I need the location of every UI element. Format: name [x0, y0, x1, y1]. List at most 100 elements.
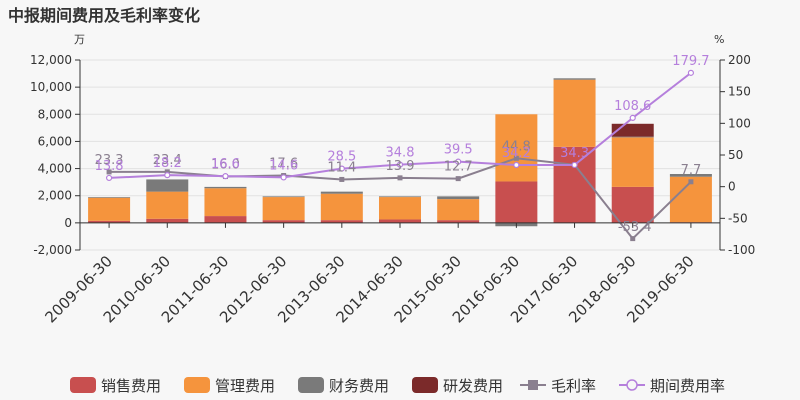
data-label-2: 18.2 — [153, 156, 182, 171]
series-point-2 — [105, 174, 113, 182]
data-label-2: 13.8 — [95, 159, 124, 174]
series-point-2 — [455, 158, 462, 165]
legend-marker-1 — [528, 380, 538, 390]
y-right-tick-label: 0 — [728, 180, 736, 194]
y-left-tick-label: 6,000 — [38, 134, 72, 148]
legend-label-3: 财务费用 — [329, 377, 389, 395]
series-point-2 — [687, 69, 695, 76]
legend-swatch-3 — [298, 377, 324, 393]
y-left-tick-label: 12,000 — [30, 53, 72, 67]
bar-1 — [88, 220, 131, 223]
data-label-2: 34.2 — [502, 146, 531, 161]
y-left-tick-label: 2,000 — [38, 189, 72, 203]
legend-marker-2 — [626, 379, 638, 391]
bar-3 — [146, 179, 189, 192]
legend-label-4: 研发费用 — [443, 377, 503, 395]
y-left-tick-label: 10,000 — [30, 80, 72, 94]
series-point-1 — [688, 179, 694, 185]
data-label-1: 7.7 — [681, 163, 702, 178]
data-label-2: 179.7 — [672, 54, 709, 69]
bar-2 — [611, 137, 654, 187]
legend-swatch-2 — [184, 377, 210, 393]
bar-1 — [379, 219, 421, 223]
bar-3 — [669, 174, 712, 177]
bar-1 — [204, 216, 247, 223]
series-point-2 — [513, 161, 520, 169]
data-label-1: 23.3 — [95, 153, 124, 168]
y-left-unit: 万 — [74, 33, 85, 46]
data-label-overlap: -53.4 — [618, 220, 652, 235]
series-point-2 — [164, 172, 171, 179]
legend-label-1: 销售费用 — [101, 377, 161, 395]
bar-2 — [204, 188, 247, 217]
bar-1 — [146, 218, 189, 223]
chart-title: 中报期间费用及毛利率变化 — [8, 6, 200, 25]
y-right-tick-label: -100 — [728, 243, 755, 257]
y-right-tick-label: 150 — [728, 85, 751, 99]
legend: 销售费用 管理费用 财务费用 研发费用 毛利率 期间费用率 — [70, 377, 725, 395]
series-point-2 — [280, 174, 287, 181]
bar-1 — [437, 220, 480, 223]
series-point-2 — [629, 114, 636, 121]
bar-3 — [320, 191, 363, 194]
series-point-1 — [630, 236, 636, 242]
series-point-1 — [397, 175, 403, 181]
y-right-tick-label: 200 — [728, 53, 751, 67]
y-left-tick-label: 8,000 — [38, 107, 72, 121]
bar-1 — [553, 146, 596, 223]
bar-3 — [204, 186, 247, 189]
bar-3 — [437, 196, 480, 200]
y-left-tick-label: 0 — [64, 216, 72, 230]
bar-1 — [611, 186, 654, 223]
y-right-unit: % — [714, 33, 724, 46]
bar-3 — [379, 196, 421, 198]
data-label-2: 39.5 — [444, 143, 473, 158]
series-point-2 — [396, 161, 404, 168]
series-point-2 — [571, 161, 578, 169]
series-point-1 — [455, 176, 461, 182]
bar-3 — [611, 136, 654, 138]
y-right-tick-label: 100 — [728, 116, 751, 130]
data-label-1: 17.6 — [269, 157, 298, 172]
bar-3 — [88, 197, 131, 198]
y-right-tick-label: 50 — [728, 148, 743, 162]
bar-2 — [320, 193, 363, 221]
data-label-2: 16.6 — [211, 157, 240, 172]
lines-layer — [105, 69, 695, 242]
legend-swatch-4 — [412, 377, 438, 393]
data-label-1: 44.8 — [502, 139, 531, 154]
data-label-1: 13.9 — [386, 159, 415, 174]
bar-2 — [88, 197, 131, 221]
data-labels-layer: 23.3 23.4 16.0 17.6 11.4 13.9 12.7 44.8 7.7 13.8 1… — [95, 54, 710, 235]
data-label-2: 28.5 — [327, 150, 356, 165]
bar-2 — [262, 197, 305, 221]
series-point-2 — [338, 165, 345, 172]
bar-2 — [669, 176, 712, 223]
data-label-1: 11.4 — [327, 160, 356, 175]
legend-label-line-2: 期间费用率 — [650, 377, 725, 395]
bar-1 — [262, 220, 305, 223]
bar-2 — [437, 199, 480, 221]
data-label-1: 23.4 — [153, 153, 182, 168]
bar-2 — [553, 79, 596, 147]
bar-3 — [262, 196, 305, 198]
y-left-tick-label: 4,000 — [38, 162, 72, 176]
series-point-1 — [513, 155, 519, 161]
legend-swatch-1 — [70, 377, 96, 393]
bar-2 — [146, 191, 189, 219]
series-point-2 — [222, 173, 229, 180]
data-label-2: 34.8 — [386, 146, 415, 161]
bar-2 — [495, 114, 538, 182]
bar-1 — [495, 181, 538, 223]
y-left-tick-label: -2,000 — [33, 243, 72, 257]
data-label-2: 14.6 — [269, 158, 298, 173]
bar-1 — [320, 220, 363, 223]
series-point-1 — [106, 169, 112, 175]
data-label-1: 16.0 — [211, 158, 240, 173]
legend-label-2: 管理费用 — [215, 377, 275, 395]
bars-layer — [88, 78, 712, 227]
data-label-2: 34.3 — [560, 146, 589, 161]
legend-label-line-1: 毛利率 — [551, 377, 596, 395]
